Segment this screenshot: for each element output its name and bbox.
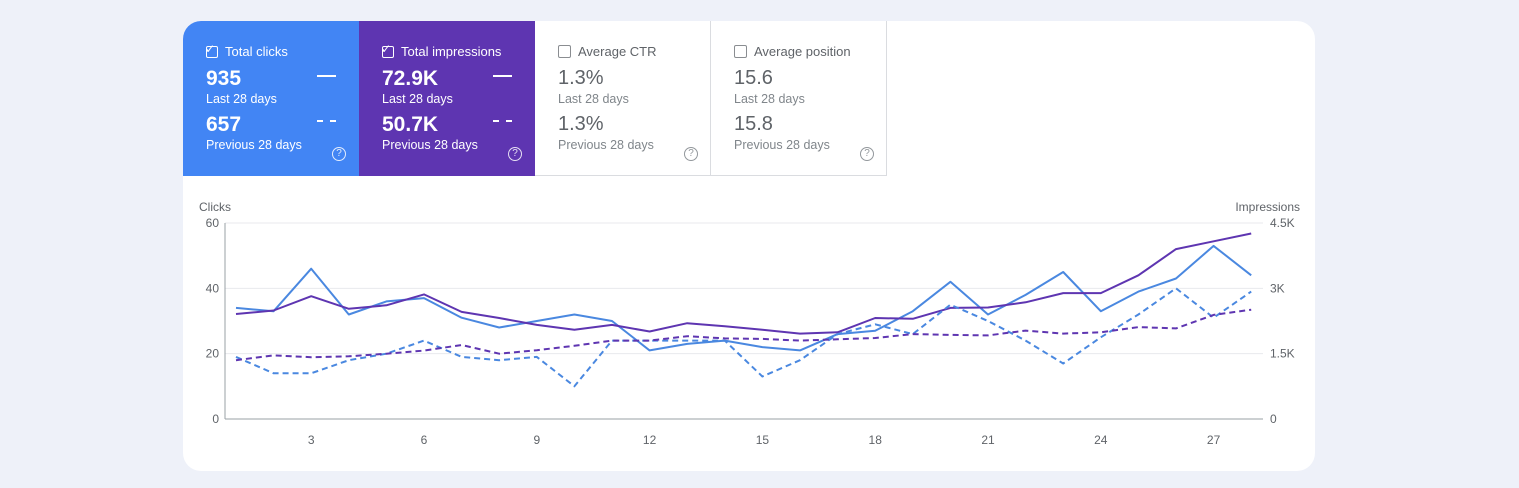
y-left-tick-label: 40 bbox=[206, 281, 220, 295]
x-tick-label: 12 bbox=[643, 433, 657, 447]
x-tick-label: 24 bbox=[1094, 433, 1108, 447]
previous-period: Previous 28 days bbox=[558, 138, 654, 152]
dashed-line-legend-icon bbox=[317, 120, 336, 122]
average-position-tile[interactable]: Average position 15.6 Last 28 days 15.8 … bbox=[711, 21, 887, 176]
checkbox-unchecked-icon[interactable] bbox=[558, 45, 571, 58]
performance-chart[interactable]: 60 4.5K 40 3K 20 1.5K 0 0 Clicks Impressions 3 6 9 12… bbox=[183, 21, 1315, 471]
help-circle-icon[interactable]: ? bbox=[332, 147, 346, 161]
tile-label: Total clicks bbox=[225, 44, 288, 59]
total-impressions-tile[interactable]: ✓ Total impressions 72.9K Last 28 days 5… bbox=[359, 21, 535, 176]
x-tick-label: 3 bbox=[308, 433, 315, 447]
tile-label: Average position bbox=[754, 44, 851, 59]
x-tick-label: 18 bbox=[869, 433, 883, 447]
series-line-left-solid bbox=[235, 244, 1252, 352]
x-tick-label: 6 bbox=[421, 433, 428, 447]
series-line-right-solid bbox=[235, 232, 1252, 335]
previous-value: 657 bbox=[206, 113, 242, 136]
tile-label: Total impressions bbox=[401, 44, 502, 59]
y-right-tick-label: 3K bbox=[1270, 281, 1285, 295]
tile-header: ✓ Total clicks bbox=[205, 43, 288, 60]
previous-period: Previous 28 days bbox=[382, 138, 478, 152]
y-left-tick-label: 60 bbox=[206, 216, 220, 230]
performance-card: ✓ Total clicks 935 Last 28 days 657 Prev… bbox=[183, 21, 1315, 471]
dashed-line-legend-icon bbox=[493, 120, 512, 122]
y-right-axis-label: Impressions bbox=[1235, 200, 1300, 214]
current-value: 72.9K bbox=[382, 67, 439, 90]
current-period: Last 28 days bbox=[558, 92, 629, 106]
tile-header: Average position bbox=[734, 44, 851, 59]
series-line-left-dashed bbox=[235, 287, 1252, 388]
solid-line-legend-icon bbox=[317, 75, 336, 77]
y-left-axis-label: Clicks bbox=[199, 200, 231, 214]
current-value: 935 bbox=[206, 67, 242, 90]
metric-tiles: ✓ Total clicks 935 Last 28 days 657 Prev… bbox=[183, 21, 887, 176]
x-tick-label: 15 bbox=[756, 433, 770, 447]
current-period: Last 28 days bbox=[734, 92, 805, 106]
average-ctr-tile[interactable]: Average CTR 1.3% Last 28 days 1.3% Previ… bbox=[535, 21, 711, 176]
previous-value: 15.8 bbox=[734, 113, 773, 135]
y-right-tick-label: 1.5K bbox=[1270, 347, 1295, 361]
help-circle-icon[interactable]: ? bbox=[684, 147, 698, 161]
previous-period: Previous 28 days bbox=[206, 138, 302, 152]
help-circle-icon[interactable]: ? bbox=[860, 147, 874, 161]
current-period: Last 28 days bbox=[206, 92, 277, 106]
y-left-tick-label: 20 bbox=[206, 347, 220, 361]
x-tick-label: 9 bbox=[533, 433, 540, 447]
checkbox-unchecked-icon[interactable] bbox=[734, 45, 747, 58]
solid-line-legend-icon bbox=[493, 75, 512, 77]
previous-period: Previous 28 days bbox=[734, 138, 830, 152]
help-circle-icon[interactable]: ? bbox=[508, 147, 522, 161]
y-right-tick-label: 4.5K bbox=[1270, 216, 1295, 230]
previous-value: 50.7K bbox=[382, 113, 439, 136]
y-right-tick-label: 0 bbox=[1270, 412, 1277, 426]
x-tick-label: 21 bbox=[981, 433, 995, 447]
series-line-right-dashed bbox=[235, 308, 1252, 362]
check-icon[interactable]: ✓ bbox=[205, 43, 218, 58]
total-clicks-tile[interactable]: ✓ Total clicks 935 Last 28 days 657 Prev… bbox=[183, 21, 359, 176]
tile-label: Average CTR bbox=[578, 44, 657, 59]
current-value: 1.3% bbox=[558, 67, 604, 89]
tile-header: Average CTR bbox=[558, 44, 657, 59]
check-icon[interactable]: ✓ bbox=[381, 43, 394, 58]
current-period: Last 28 days bbox=[382, 92, 453, 106]
x-tick-label: 27 bbox=[1207, 433, 1221, 447]
current-value: 15.6 bbox=[734, 67, 773, 89]
tile-header: ✓ Total impressions bbox=[381, 43, 502, 60]
y-left-tick-label: 0 bbox=[212, 412, 219, 426]
previous-value: 1.3% bbox=[558, 113, 604, 135]
